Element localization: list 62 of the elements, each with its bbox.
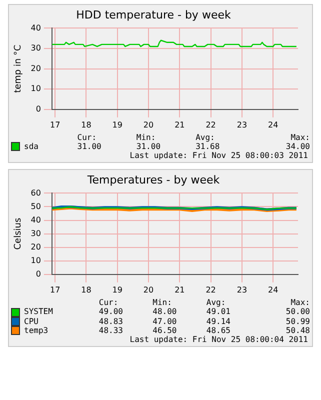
y-axis-title: temp in °C	[14, 44, 24, 93]
y-tick-label: 40	[30, 23, 41, 32]
text: 46.50	[152, 326, 178, 336]
text: 31.00	[135, 142, 162, 152]
x-tick-label: 19	[112, 120, 122, 130]
text: 31.68	[194, 142, 221, 152]
y-tick-label: 0	[36, 270, 41, 279]
x-tick-label: 21	[174, 120, 185, 130]
text: Max:	[290, 133, 311, 142]
y-tick-label: 60	[30, 188, 41, 198]
text: 34.00	[284, 142, 311, 152]
text: Max:	[290, 298, 311, 308]
text: 47.00	[152, 316, 178, 326]
y-tick-label: 10	[30, 256, 41, 266]
text: 50.48	[284, 326, 311, 336]
text: Cur:	[76, 133, 98, 142]
x-tick-label: 19	[112, 286, 122, 295]
text: Min:	[135, 133, 157, 142]
x-tick-label: 17	[50, 286, 60, 295]
y-tick-label: 30	[30, 44, 41, 53]
text: Min:	[152, 298, 173, 308]
text: 49.01	[205, 307, 232, 317]
x-tick-label: 17	[50, 120, 60, 130]
chart-title: HDD temperature - by week	[76, 8, 232, 22]
text: 31.00	[76, 142, 102, 152]
text: Avg:	[194, 133, 216, 142]
x-tick-label: 20	[143, 286, 154, 295]
chart-title: Temperatures - by week	[86, 174, 220, 187]
x-tick-label: 23	[236, 120, 248, 130]
y-tick-label: 10	[30, 84, 41, 94]
text: 48.33	[98, 326, 124, 336]
text: Last update: Fri Nov 25 08:00:04 2011	[128, 335, 309, 344]
text: 48.83	[98, 316, 124, 326]
text: 50.99	[284, 316, 311, 326]
text: Avg:	[205, 298, 226, 308]
x-tick-label: 24	[268, 120, 278, 130]
x-tick-label: 22	[206, 286, 216, 295]
x-tick-label: 24	[268, 286, 278, 295]
y-tick-label: 20	[30, 242, 41, 252]
text: 49.00	[98, 307, 124, 317]
text: Last update: Fri Nov 25 08:00:03 2011	[128, 151, 309, 160]
legend-label: sda	[23, 142, 38, 151]
y-tick-label: 40	[30, 216, 41, 225]
text: 48.00	[152, 307, 178, 317]
text: 49.14	[205, 316, 232, 326]
text: 48.65	[205, 326, 232, 336]
x-tick-label: 18	[81, 120, 92, 130]
legend-label: SYSTEM	[23, 307, 53, 316]
x-tick-label: 21	[174, 286, 185, 295]
y-tick-label: 20	[30, 64, 41, 73]
x-tick-label: 22	[206, 120, 216, 130]
legend-label: temp3	[23, 326, 48, 335]
text: 50.00	[284, 307, 311, 317]
x-tick-label: 23	[236, 286, 248, 295]
y-tick-label: 0	[36, 104, 41, 114]
y-tick-label: 50	[30, 202, 41, 212]
legend-label: CPU	[23, 316, 38, 326]
x-tick-label: 20	[143, 120, 154, 130]
y-tick-label: 30	[30, 229, 41, 238]
text: Cur:	[98, 298, 120, 308]
y-axis-title: Celsius	[14, 218, 24, 250]
x-tick-label: 18	[81, 286, 92, 295]
